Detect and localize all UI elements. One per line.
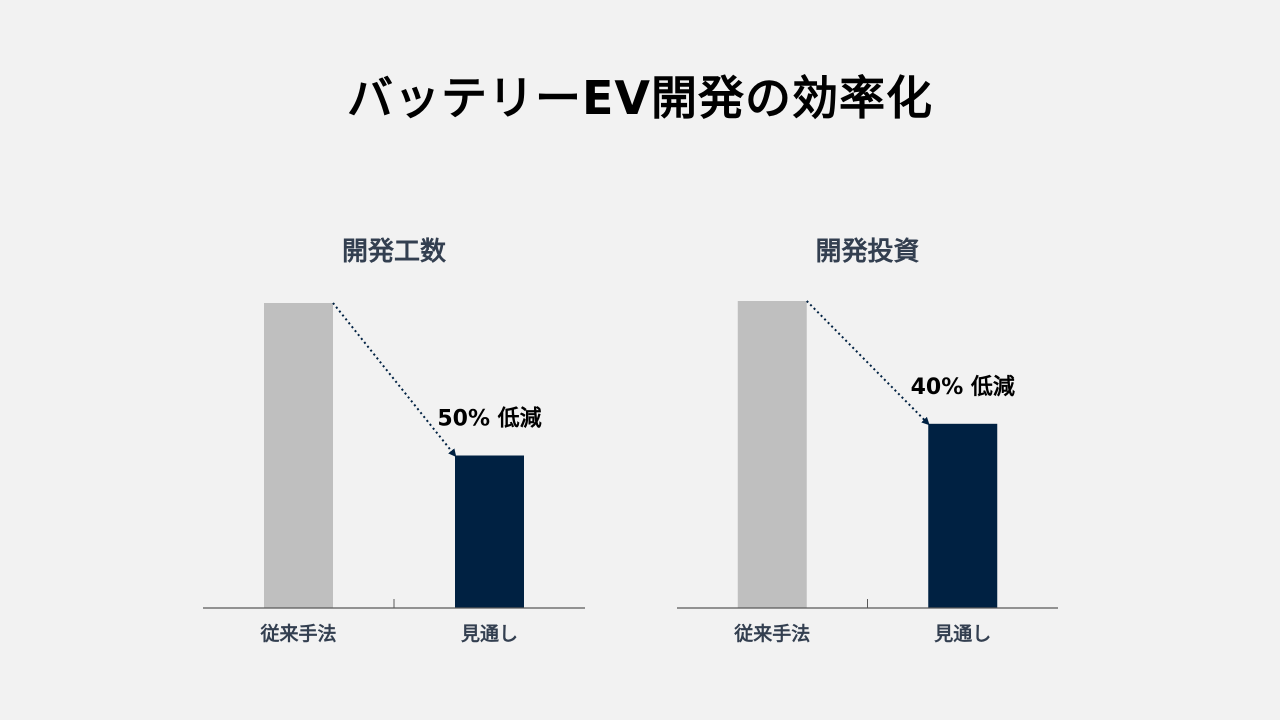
bar-baseline: [737, 301, 807, 608]
chart-title: 開発投資: [815, 237, 919, 267]
category-label: 見通し: [461, 623, 518, 645]
chart-title: 開発工数: [342, 237, 447, 267]
bar-forecast: [928, 423, 998, 608]
bar-baseline: [264, 303, 333, 608]
bar-forecast: [455, 455, 524, 608]
reduction-arrow: [806, 300, 930, 426]
reduction-annotation: 40% 低減: [911, 375, 1015, 400]
reduction-arrow: [332, 302, 457, 458]
category-label: 従来手法: [259, 622, 336, 645]
category-label: 従来手法: [733, 622, 810, 645]
category-label: 見通し: [934, 623, 991, 645]
slide-title: バッテリーEV開発の効率化: [346, 71, 934, 125]
reduction-annotation: 50% 低減: [437, 407, 541, 432]
